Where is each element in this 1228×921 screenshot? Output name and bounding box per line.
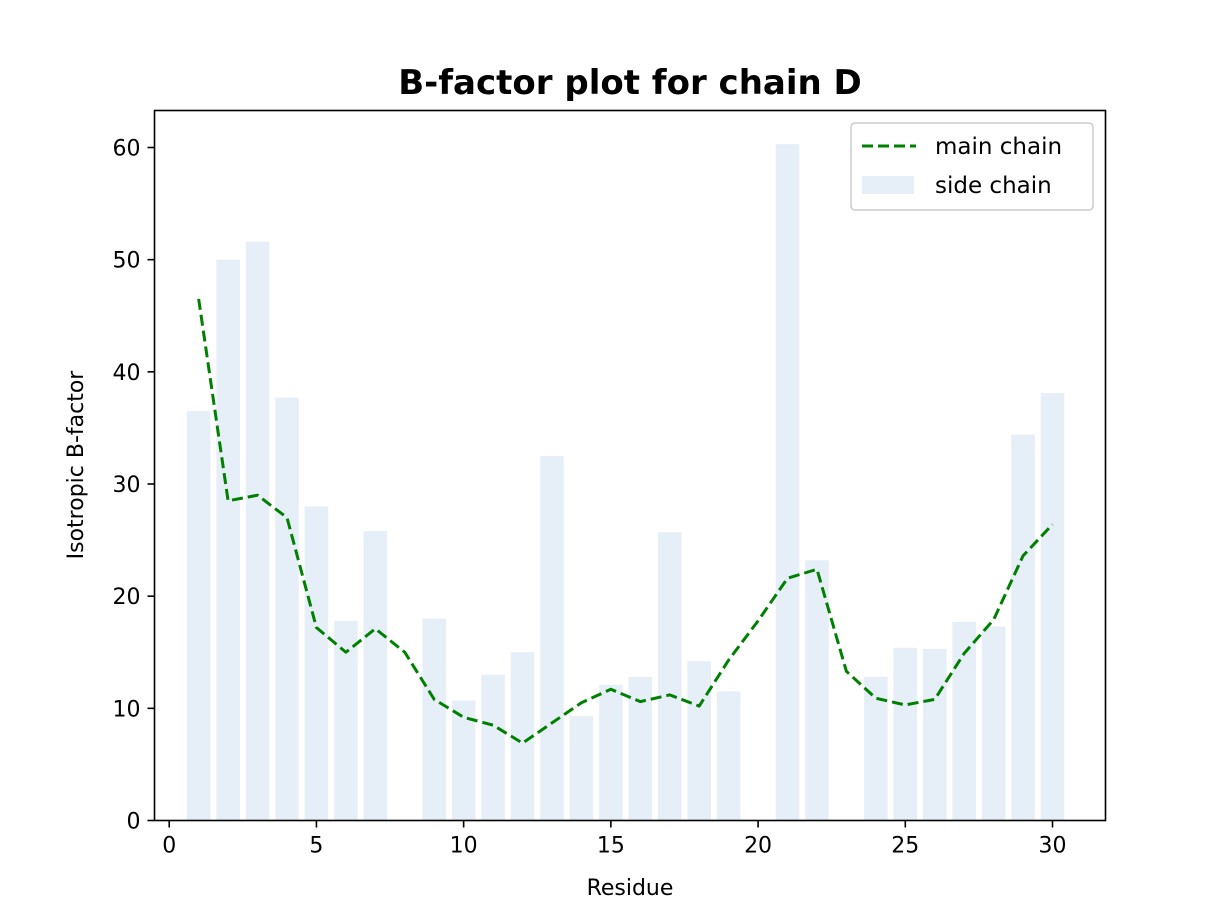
x-axis-label: Residue — [587, 876, 674, 901]
bars-layer — [186, 144, 1065, 821]
bar-residue-6 — [334, 620, 358, 821]
line-layer — [197, 298, 1054, 745]
x-tick-label: 25 — [891, 834, 919, 859]
x-axis-ticks: 0 5 10 15 20 25 30 — [162, 820, 1067, 859]
x-tick-label: 30 — [1039, 834, 1067, 859]
bar-residue-27 — [952, 621, 976, 821]
x-tick-label: 5 — [309, 834, 323, 859]
bar-residue-14 — [569, 716, 594, 821]
bar-residue-13 — [540, 455, 564, 821]
bar-residue-3 — [245, 241, 270, 821]
bar-residue-15 — [599, 684, 623, 821]
bar-residue-7 — [363, 531, 388, 821]
bar-residue-16 — [628, 676, 653, 821]
y-tick-label: 60 — [113, 137, 141, 162]
bar-residue-28 — [981, 626, 1006, 821]
legend: main chain side chain — [850, 122, 1094, 211]
chart-title: B-factor plot for chain D — [398, 63, 862, 103]
y-tick-label: 30 — [113, 473, 141, 498]
bar-residue-18 — [687, 661, 711, 821]
y-tick-label: 50 — [113, 249, 141, 274]
y-tick-label: 20 — [113, 585, 141, 610]
bar-residue-1 — [186, 411, 211, 821]
bar-residue-2 — [216, 259, 240, 821]
bar-residue-17 — [657, 532, 682, 821]
bar-residue-12 — [510, 652, 535, 821]
bar-residue-5 — [304, 506, 329, 821]
y-axis-ticks: 0 10 20 30 40 50 60 — [113, 137, 155, 835]
bar-residue-22 — [805, 560, 829, 821]
bar-residue-9 — [422, 618, 446, 821]
bar-residue-30 — [1040, 393, 1065, 821]
bar-residue-21 — [775, 144, 800, 821]
y-axis-label: Isotropic B-factor — [64, 370, 89, 560]
bar-residue-26 — [922, 648, 947, 821]
bar-residue-11 — [481, 674, 505, 821]
y-tick-label: 0 — [127, 810, 141, 835]
bar-residue-25 — [893, 647, 918, 821]
x-tick-label: 20 — [744, 834, 772, 859]
bar-residue-24 — [864, 676, 888, 821]
bar-residue-4 — [275, 397, 299, 821]
bar-residue-10 — [451, 700, 476, 821]
x-tick-label: 0 — [162, 834, 176, 859]
x-tick-label: 10 — [450, 834, 478, 859]
y-tick-label: 40 — [113, 361, 141, 386]
plot-frame — [153, 109, 1107, 822]
bar-residue-19 — [716, 691, 741, 821]
legend-side-chain-swatch — [862, 176, 914, 194]
legend-side-chain-label: side chain — [935, 173, 1052, 199]
x-tick-label: 15 — [597, 834, 625, 859]
bar-residue-29 — [1011, 434, 1035, 821]
main-chain-line — [197, 298, 1054, 745]
legend-main-chain-label: main chain — [935, 134, 1062, 160]
y-tick-label: 10 — [113, 697, 141, 722]
